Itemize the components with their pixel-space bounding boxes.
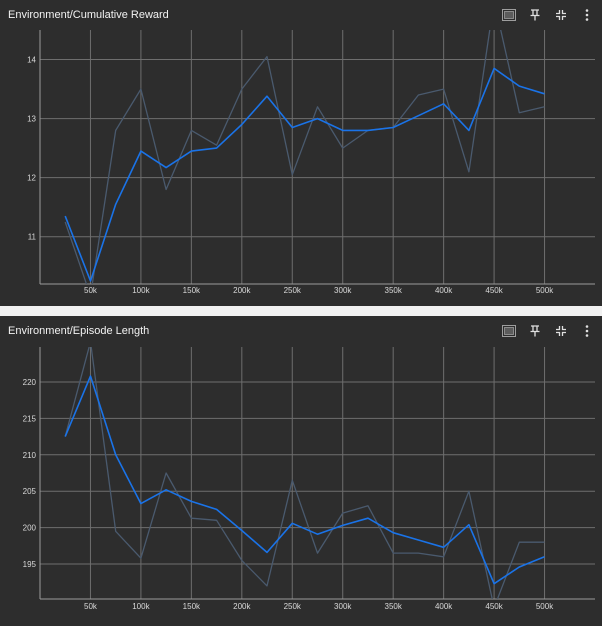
more-vert-icon — [585, 325, 589, 337]
y-tick-label: 210 — [23, 451, 37, 460]
x-tick-label: 150k — [183, 602, 201, 611]
x-tick-label: 300k — [334, 286, 352, 295]
chart-episode-length[interactable]: 195 200 205 210 215 220 50k 100k 150k 200k 250k 300… — [0, 316, 602, 626]
more-vert-icon — [585, 9, 589, 21]
chart-title: Environment/Cumulative Reward — [8, 9, 169, 21]
x-tick-label: 50k — [84, 286, 98, 295]
fit-to-screen-icon — [502, 325, 516, 337]
x-tick-label: 400k — [435, 286, 453, 295]
x-tick-label: 450k — [485, 602, 503, 611]
pin-icon — [530, 325, 540, 337]
more-options-button[interactable] — [578, 6, 596, 24]
more-options-button[interactable] — [578, 322, 596, 340]
y-tick-label: 14 — [27, 56, 36, 65]
pin-button[interactable] — [526, 322, 544, 340]
y-tick-label: 195 — [23, 560, 37, 569]
series-line-raw — [64, 347, 545, 599]
fit-to-screen-button[interactable] — [500, 322, 518, 340]
x-tick-label: 250k — [284, 602, 302, 611]
x-tick-label: 200k — [233, 286, 251, 295]
collapse-button[interactable] — [552, 6, 570, 24]
y-tick-label: 205 — [23, 487, 37, 496]
y-tick-label: 12 — [27, 174, 36, 183]
y-tick-label: 13 — [27, 115, 36, 124]
chart-card-episode-length: Environment/Episode Length 195 200 — [0, 316, 602, 626]
series-line-raw — [64, 30, 545, 284]
y-tick-label: 220 — [23, 378, 37, 387]
x-tick-label: 300k — [334, 602, 352, 611]
x-tick-label: 200k — [233, 602, 251, 611]
series-line-smoothed — [64, 375, 545, 585]
x-tick-label: 250k — [284, 286, 302, 295]
x-tick-label: 350k — [385, 602, 403, 611]
y-tick-label: 215 — [23, 414, 37, 423]
x-tick-label: 100k — [132, 286, 150, 295]
x-tick-label: 50k — [84, 602, 98, 611]
chart-title: Environment/Episode Length — [8, 325, 150, 337]
y-tick-label: 11 — [28, 233, 37, 242]
x-tick-label: 500k — [536, 286, 554, 295]
x-tick-label: 500k — [536, 602, 554, 611]
series-line-smoothed — [64, 67, 545, 282]
fit-to-screen-icon — [502, 9, 516, 21]
collapse-icon — [556, 326, 566, 336]
pin-button[interactable] — [526, 6, 544, 24]
y-tick-label: 200 — [23, 524, 37, 533]
collapse-icon — [556, 10, 566, 20]
chart-cumulative-reward[interactable]: 11 12 13 14 50k 100k 150k 200k 250k 300k 350k 400k 4… — [0, 0, 602, 306]
x-tick-label: 350k — [385, 286, 403, 295]
collapse-button[interactable] — [552, 322, 570, 340]
fit-to-screen-button[interactable] — [500, 6, 518, 24]
x-tick-label: 450k — [485, 286, 503, 295]
x-tick-label: 150k — [183, 286, 201, 295]
x-tick-label: 100k — [132, 602, 150, 611]
chart-card-cumulative-reward: Environment/Cumulative Reward 11 1 — [0, 0, 602, 306]
x-tick-label: 400k — [435, 602, 453, 611]
pin-icon — [530, 9, 540, 21]
